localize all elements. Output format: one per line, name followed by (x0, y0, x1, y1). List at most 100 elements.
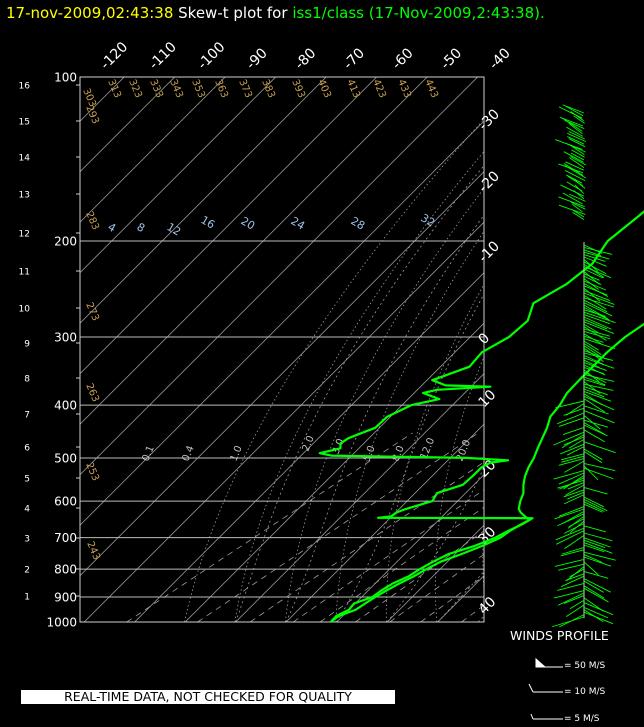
title-datetime: 17-nov-2009,02:43:38 (6, 4, 174, 22)
dry-adiabat-label: 333 (147, 78, 165, 100)
isotherm-right-label: -10 (476, 238, 503, 265)
wind-barb (583, 462, 616, 472)
wind-barb (570, 201, 586, 210)
wind-barb (569, 157, 585, 168)
wind-barb (583, 244, 603, 254)
wind-barb (583, 551, 616, 561)
wind-barb (583, 280, 607, 291)
height-tick-label: 3 (24, 535, 30, 545)
wind-barb (574, 184, 585, 194)
isotherm-line (184, 322, 484, 622)
mixing-ratio-label: 20 (239, 214, 258, 232)
plot-frame (79, 76, 485, 623)
wind-barb (583, 249, 602, 257)
wind-barb (583, 386, 608, 396)
wind-barb (583, 441, 616, 454)
wind-barb (563, 594, 585, 604)
wind-barb (583, 292, 615, 305)
wind-barb (568, 122, 583, 135)
wind-barb (565, 161, 584, 171)
wind-barb (562, 104, 585, 114)
wind-barb (560, 575, 585, 588)
wind-barb (558, 417, 585, 427)
wind-barb (583, 395, 615, 411)
wind-barb (558, 458, 585, 466)
mixing-ratio-label: 24 (289, 214, 308, 232)
moist-adiabat-line (386, 466, 484, 622)
pennant-barb-icon (535, 657, 563, 668)
dewpoint-trace (318, 210, 644, 623)
wind-barb (583, 542, 613, 554)
wind-barb (563, 494, 585, 505)
moist-adiabat-line (336, 293, 484, 622)
wind-barb (571, 149, 585, 158)
isotherm-right-label: 10 (476, 387, 500, 411)
isotherm-line (80, 77, 327, 324)
isotherm-top-label: -80 (292, 45, 319, 72)
wind-barb (583, 335, 604, 343)
wind-barb (557, 479, 585, 489)
title-source: iss1/class (292, 4, 364, 22)
wind-barb (569, 193, 586, 202)
wind-barb (583, 340, 599, 351)
wind-barb (563, 407, 585, 416)
wind-barb (583, 429, 606, 443)
isotherm-line (285, 423, 484, 622)
wind-barb (583, 578, 611, 593)
wind-barb (583, 602, 614, 616)
height-tick-label: 15 (19, 118, 30, 128)
dry-adiabat-label: 433 (395, 78, 413, 100)
dry-adiabat-line (335, 230, 484, 622)
height-tick-label: 5 (24, 475, 30, 485)
isotherm-line (80, 77, 478, 476)
isotherm-top-label: -90 (243, 45, 270, 72)
wind-barb (583, 328, 610, 337)
wind-barb (583, 537, 611, 548)
dry-adiabat-label: 383 (259, 78, 277, 100)
wind-barb (583, 376, 606, 386)
mixing-ratio-label: 32 (419, 211, 438, 229)
dry-adiabat-label: 423 (370, 78, 388, 100)
wind-barb (583, 302, 613, 317)
wind-barb (583, 498, 608, 512)
wind-barb (583, 297, 615, 308)
title-prefix: Skew-t plot for (173, 4, 293, 22)
wind-barb (583, 364, 606, 376)
wind-barb (583, 330, 611, 340)
mixing-ratio-low-label: 0.1 (141, 444, 157, 463)
wind-barb (583, 266, 612, 279)
isotherm-line (80, 77, 175, 173)
mixing-ratio-label: 12 (165, 220, 184, 238)
wind-barb (583, 290, 611, 302)
wind-barb (569, 144, 585, 155)
isotherm-line (80, 171, 484, 577)
dry-adiabat-label: 363 (212, 78, 230, 100)
wind-barb (561, 453, 585, 461)
mixing-ratio-line (420, 575, 484, 622)
wind-barb (561, 546, 585, 555)
wind-barb (583, 295, 607, 310)
isotherm-line (80, 77, 377, 375)
wind-barb (583, 422, 606, 435)
wind-barb (583, 304, 609, 320)
moist-adiabat-line (285, 214, 484, 622)
wind-barb (560, 443, 585, 455)
pressure-tick-label: 800 (54, 563, 77, 577)
wind-barb (560, 184, 585, 197)
wind-barb (583, 354, 605, 366)
isotherm-line (80, 77, 226, 223)
moist-adiabat-line (477, 615, 484, 622)
wind-barb (583, 251, 610, 260)
isotherm-line (80, 77, 428, 425)
wind-barb (555, 400, 585, 409)
wind-barb (583, 611, 614, 625)
dry-adiabat-label: 343 (167, 78, 185, 100)
pressure-tick-label: 200 (54, 235, 77, 249)
wind-barb (573, 178, 586, 189)
wind-barb (558, 204, 586, 215)
isotherm-top-label: -60 (389, 45, 416, 72)
mixing-ratio-line (293, 489, 484, 622)
dry-adiabat-line (482, 516, 484, 596)
wind-barb (568, 138, 586, 148)
wind-barb (583, 570, 609, 579)
